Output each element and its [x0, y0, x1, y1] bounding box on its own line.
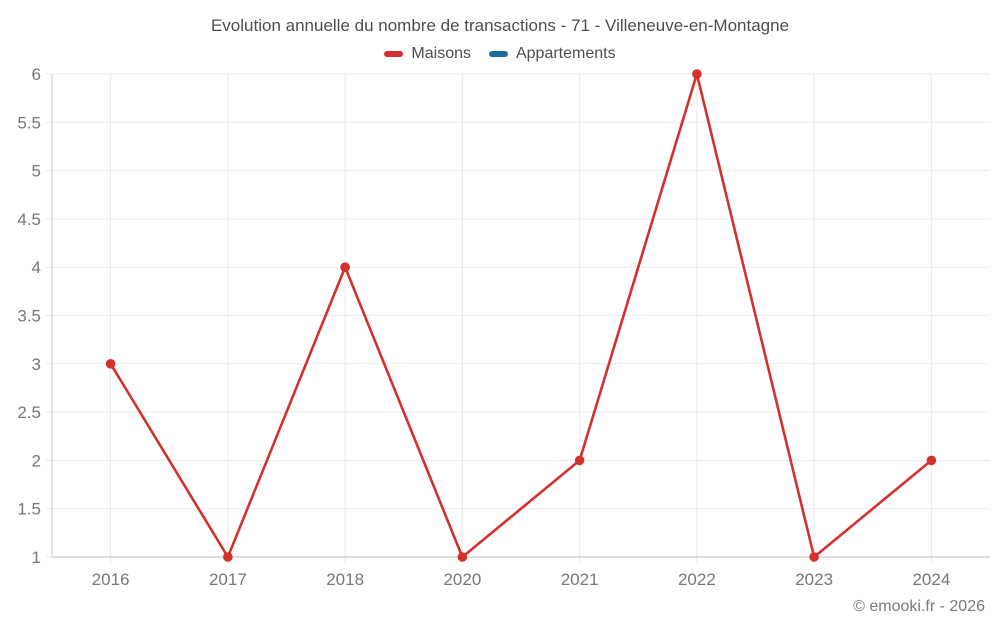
- y-tick-label: 1: [32, 548, 41, 567]
- y-tick-label: 3.5: [17, 307, 41, 326]
- legend-label-appartements: Appartements: [515, 45, 616, 62]
- x-tick-label: 2020: [443, 570, 481, 589]
- chart-title: Evolution annuelle du nombre de transact…: [210, 16, 790, 35]
- chart-legend: Maisons Appartements: [0, 45, 1000, 63]
- data-point-maisons[interactable]: [457, 552, 468, 562]
- y-tick-label: 6: [32, 65, 41, 84]
- legend-item-appartements[interactable]: Appartements: [488, 45, 616, 63]
- x-tick-label: 2022: [678, 570, 716, 589]
- y-tick-label: 4.5: [17, 210, 41, 229]
- y-tick-label: 5.5: [17, 113, 41, 132]
- data-point-maisons[interactable]: [105, 359, 116, 369]
- data-point-maisons[interactable]: [692, 69, 702, 79]
- x-tick-label: 2016: [92, 570, 130, 589]
- x-tick-label: 2023: [795, 570, 833, 589]
- data-point-maisons[interactable]: [340, 262, 350, 273]
- x-tick-label: 2024: [912, 570, 950, 589]
- y-tick-label: 2.5: [17, 403, 41, 422]
- x-tick-label: 2017: [209, 570, 247, 589]
- y-tick-label: 5: [32, 162, 41, 181]
- data-point-maisons[interactable]: [574, 455, 585, 466]
- y-tick-label: 1.5: [17, 500, 41, 519]
- data-point-maisons[interactable]: [223, 552, 233, 562]
- x-tick-label: 2021: [561, 570, 599, 589]
- data-point-maisons[interactable]: [809, 552, 819, 562]
- copyright-text: © emooki.fr - 2026: [853, 598, 985, 615]
- y-tick-label: 3: [32, 355, 41, 374]
- legend-item-maisons[interactable]: Maisons: [384, 45, 471, 63]
- y-tick-label: 2: [32, 451, 41, 470]
- y-tick-label: 4: [32, 258, 41, 277]
- legend-swatch-appartements-icon: [488, 51, 508, 57]
- series-line-maisons: [109, 72, 933, 559]
- x-tick-label: 2018: [326, 570, 364, 589]
- legend-label-maisons: Maisons: [411, 45, 471, 62]
- data-point-maisons[interactable]: [926, 455, 937, 466]
- legend-swatch-maisons-icon: [384, 51, 404, 57]
